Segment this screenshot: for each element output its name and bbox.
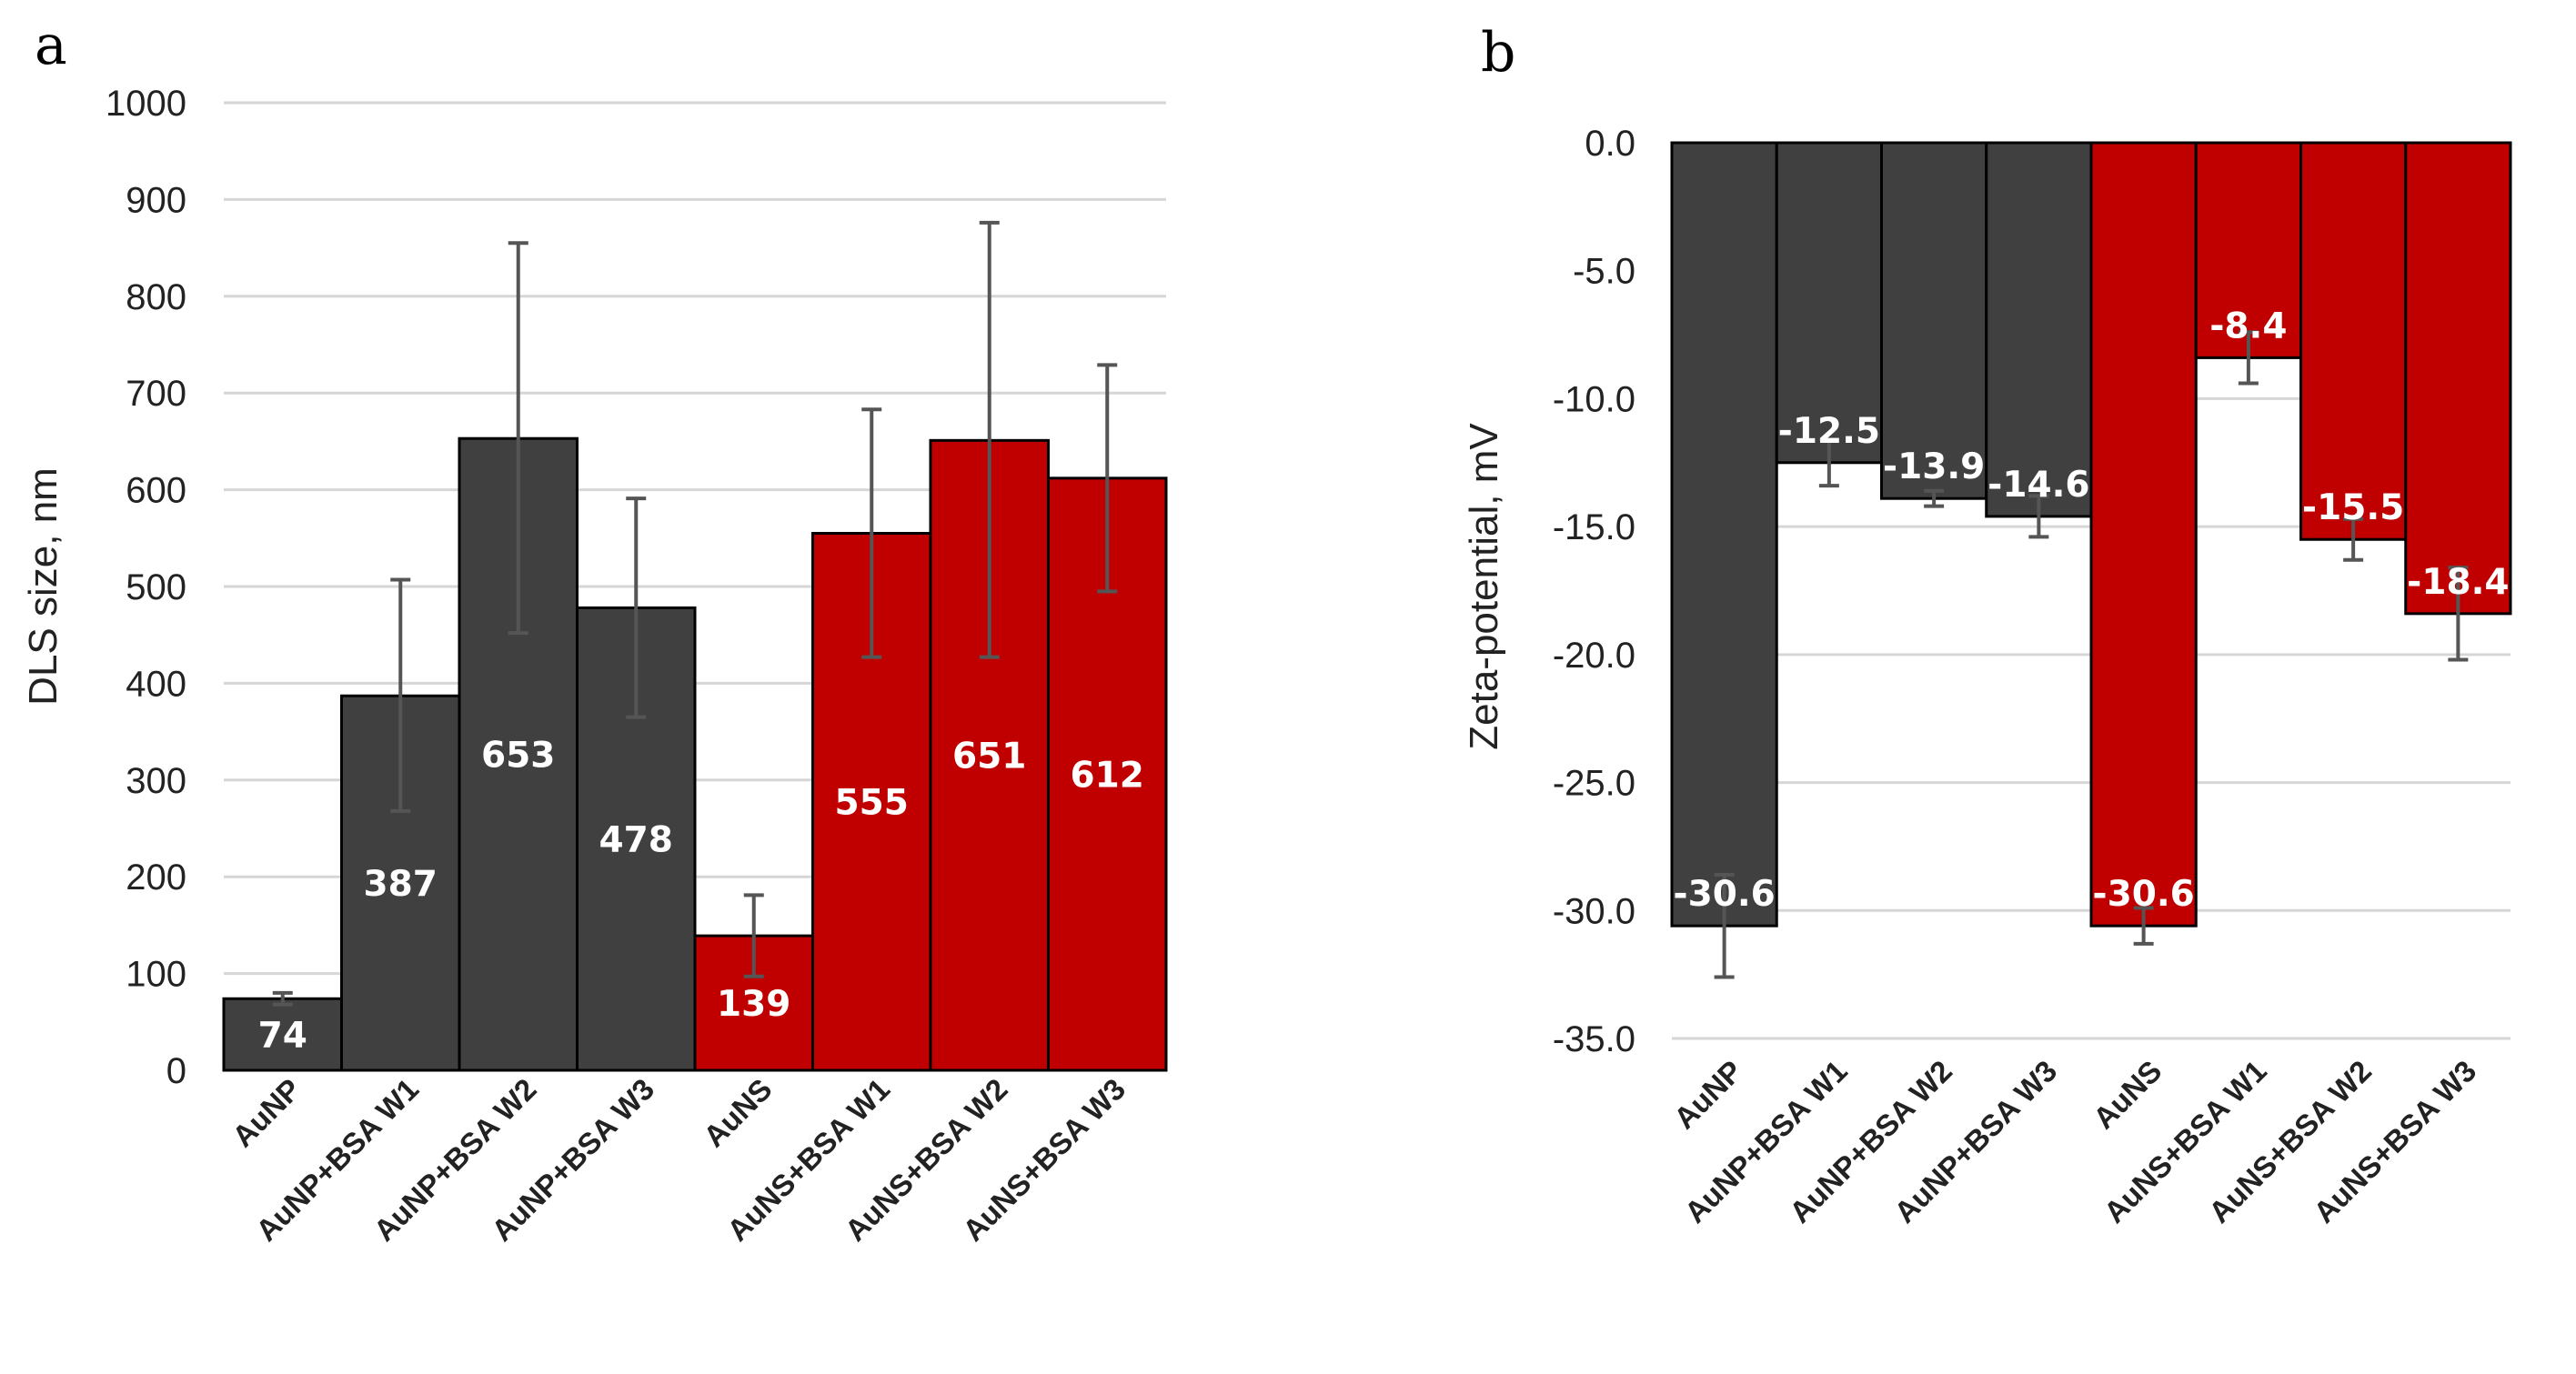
y-axis-title: Zeta-potential, mV <box>1462 423 1506 750</box>
data-label: 612 <box>1071 755 1144 796</box>
data-label: 653 <box>481 736 555 777</box>
y-tick-label: 0.0 <box>1585 124 1635 164</box>
y-tick-label: 800 <box>126 277 186 317</box>
zeta-potential-chart: 0.0 -5.0 -10.0 -15.0 -20.0 -25.0 -30.0 -35.0 -30… <box>1462 124 2512 1229</box>
y-axis-title: DLS size, nm <box>21 467 65 706</box>
data-label: -15.5 <box>2302 487 2404 528</box>
y-tick-label: 100 <box>126 955 186 995</box>
data-label: 651 <box>952 737 1026 777</box>
bar <box>2299 141 2408 541</box>
data-label: -30.6 <box>2092 874 2194 915</box>
y-tick-label: 300 <box>126 761 186 801</box>
x-category-label: AuNS <box>2087 1054 2168 1136</box>
y-tick-label: 400 <box>126 664 186 704</box>
data-label: -18.4 <box>2407 562 2509 603</box>
y-tick-label: -25.0 <box>1553 764 1635 804</box>
x-category-label: AuNS <box>697 1072 779 1154</box>
y-tick-label: -20.0 <box>1553 636 1635 676</box>
data-label: 387 <box>364 864 438 905</box>
panel-letter-b: b <box>1481 21 1515 85</box>
data-label: -14.6 <box>1987 465 2089 506</box>
x-category-label: AuNP <box>1667 1054 1749 1136</box>
y-tick-label: 700 <box>126 374 186 414</box>
bar <box>1775 141 1883 465</box>
data-label: 555 <box>835 783 909 824</box>
data-label: -8.4 <box>2209 306 2287 346</box>
bar <box>2089 141 2198 928</box>
bar <box>222 997 343 1072</box>
bar <box>2404 141 2512 616</box>
y-tick-label: 1000 <box>106 84 186 124</box>
y-tick-label: 200 <box>126 857 186 898</box>
y-tick-label: 0 <box>166 1051 186 1091</box>
data-label: -12.5 <box>1778 411 1880 452</box>
y-tick-label: 900 <box>126 180 186 220</box>
bar <box>1670 141 1778 928</box>
data-label: -30.6 <box>1673 874 1775 915</box>
y-tick-label: -30.0 <box>1553 891 1635 931</box>
data-label: 74 <box>258 1016 307 1057</box>
dls-size-chart: 0 100 200 300 400 500 600 700 800 900 1000 74 387 653… <box>21 84 1168 1248</box>
bar <box>1880 141 1988 500</box>
y-tick-label: -35.0 <box>1553 1019 1635 1059</box>
y-tick-label: 500 <box>126 567 186 607</box>
data-label: 478 <box>599 820 673 861</box>
y-tick-label: 600 <box>126 471 186 511</box>
y-tick-label: -5.0 <box>1573 252 1635 292</box>
y-tick-label: -10.0 <box>1553 379 1635 419</box>
data-label: 139 <box>717 984 790 1025</box>
data-label: -13.9 <box>1883 446 1985 487</box>
x-category-label: AuNP <box>226 1072 307 1154</box>
bar <box>2194 141 2302 359</box>
y-tick-label: -15.0 <box>1553 507 1635 547</box>
bar <box>1985 141 2093 518</box>
panel-letter-a: a <box>35 14 67 77</box>
